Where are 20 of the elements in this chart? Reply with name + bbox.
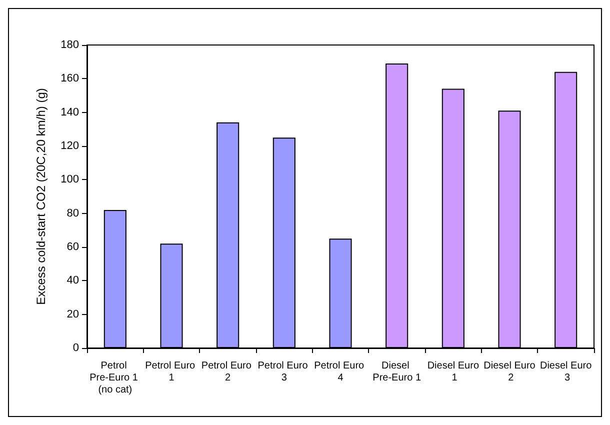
- y-tick-label: 160: [60, 72, 79, 85]
- y-tick-label: 120: [60, 140, 79, 152]
- y-tick-label: 0: [72, 342, 79, 354]
- y-tick-label: 40: [66, 274, 79, 287]
- x-tick-label: Petrol Euro 4: [314, 360, 367, 384]
- y-tick-label: 100: [60, 174, 79, 186]
- x-tick-label: Diesel Pre-Euro 1: [372, 360, 422, 384]
- y-tick-label: 20: [66, 308, 79, 320]
- x-tick-label: Diesel Euro 1: [427, 360, 480, 384]
- x-tick-label: Petrol Euro 3: [258, 360, 311, 384]
- x-tick-label: Diesel Euro 2: [484, 360, 536, 384]
- x-tick-label: Petrol Euro 1: [145, 360, 198, 384]
- x-tick-label: Diesel Euro 3: [540, 360, 592, 384]
- y-tick-label: 60: [66, 241, 79, 253]
- y-tick-label: 140: [60, 106, 79, 118]
- y-tick-label: 80: [66, 207, 79, 220]
- y-axis-title: Excess cold-start CO2 (20C,20 km/h) (g): [34, 88, 48, 305]
- y-tick-label: 180: [60, 39, 79, 51]
- x-tick-label: Petrol Euro 2: [201, 360, 254, 384]
- x-tick-label: Petrol Pre-Euro 1 (no cat): [90, 360, 141, 396]
